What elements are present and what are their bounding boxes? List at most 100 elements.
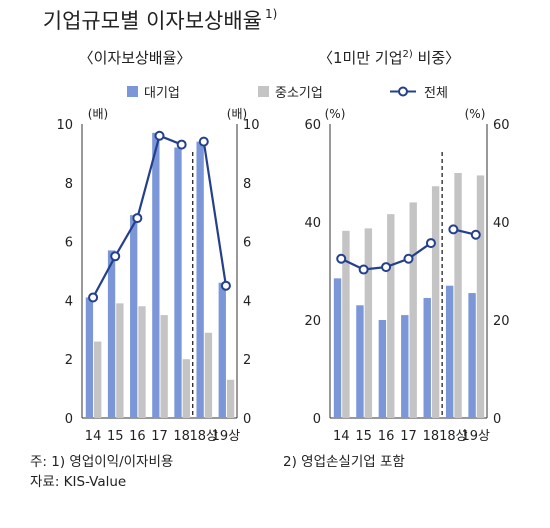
right-xtick: 16 bbox=[378, 429, 395, 444]
left-bar-sme bbox=[138, 306, 146, 418]
right-subtitle-footnote: 2) bbox=[403, 49, 413, 60]
left-point-all bbox=[132, 213, 143, 224]
legend-label-all: 전체 bbox=[424, 86, 448, 101]
right-point-all bbox=[403, 253, 414, 264]
legend-marker-all bbox=[398, 86, 408, 97]
right-xtick: 18 bbox=[423, 429, 440, 444]
left-xtick: 14 bbox=[85, 429, 102, 444]
right-unit-right: (%) bbox=[465, 107, 486, 121]
left-bar-sme bbox=[160, 315, 168, 418]
right-point-all bbox=[358, 264, 369, 275]
left-ytick-right: 10 bbox=[243, 118, 260, 133]
left-point-all bbox=[176, 139, 187, 150]
left-xtick: 17 bbox=[151, 429, 168, 444]
left-panel-subtitle: 〈이자보상배율〉 bbox=[79, 49, 192, 67]
right-ytick-right: 60 bbox=[493, 118, 510, 133]
note-line1a: 주: 1) 영업이익/이자비용 bbox=[30, 454, 173, 470]
right-ytick-left: 40 bbox=[304, 216, 321, 231]
left-bar-sme bbox=[226, 379, 235, 418]
right-bar-large bbox=[356, 305, 364, 418]
right-ytick-right: 20 bbox=[493, 314, 510, 329]
left-ytick-left: 10 bbox=[56, 118, 73, 133]
right-ytick-left: 60 bbox=[304, 118, 321, 133]
right-bar-sme bbox=[342, 230, 350, 418]
right-point-all bbox=[425, 238, 436, 249]
right-bar-large bbox=[445, 285, 454, 418]
right-point-all bbox=[336, 253, 347, 264]
left-xtick: 15 bbox=[107, 429, 124, 444]
legend-label-sme: 중소기업 bbox=[275, 86, 323, 101]
right-point-all bbox=[470, 229, 481, 240]
right-bar-large bbox=[333, 278, 342, 418]
legend-swatch-sme bbox=[258, 86, 269, 97]
left-bar-large bbox=[218, 282, 226, 418]
left-ytick-right: 6 bbox=[243, 236, 251, 251]
left-ytick-left: 2 bbox=[65, 353, 73, 368]
left-bar-sme bbox=[204, 332, 213, 418]
left-point-all bbox=[110, 251, 121, 262]
right-ytick-right: 40 bbox=[493, 216, 510, 231]
chart-title: 기업규모별 이자보상배율 bbox=[43, 9, 262, 33]
right-bar-large bbox=[468, 293, 476, 418]
left-ytick-right: 4 bbox=[243, 294, 251, 309]
left-point-all bbox=[198, 136, 209, 147]
left-unit-left: (배) bbox=[88, 107, 108, 121]
left-xtick: 18상 bbox=[190, 429, 219, 444]
left-point-all bbox=[154, 130, 165, 141]
right-bar-large bbox=[378, 320, 387, 418]
left-ytick-right: 8 bbox=[243, 177, 251, 192]
left-bar-sme bbox=[182, 359, 190, 418]
left-ytick-left: 0 bbox=[65, 412, 73, 427]
left-bar-large bbox=[196, 141, 204, 418]
right-bar-large bbox=[423, 297, 431, 418]
right-xtick: 19상 bbox=[462, 429, 491, 444]
left-xtick: 18 bbox=[173, 429, 190, 444]
left-bar-large bbox=[130, 215, 138, 418]
left-xtick: 16 bbox=[129, 429, 146, 444]
right-bar-sme bbox=[454, 173, 462, 418]
right-xtick: 18상 bbox=[439, 429, 468, 444]
right-bar-sme bbox=[364, 228, 373, 418]
right-ytick-left: 20 bbox=[304, 314, 321, 329]
right-bar-sme bbox=[409, 202, 417, 418]
left-unit-right: (배) bbox=[227, 107, 247, 121]
right-bar-sme bbox=[431, 186, 440, 418]
left-bar-sme bbox=[94, 341, 102, 418]
left-line-all bbox=[202, 141, 228, 286]
left-bar-large bbox=[85, 297, 94, 418]
left-point-all bbox=[88, 292, 99, 303]
right-xtick: 17 bbox=[400, 429, 417, 444]
left-ytick-left: 4 bbox=[65, 294, 73, 309]
right-bar-sme bbox=[387, 214, 395, 418]
legend-swatch-large bbox=[127, 86, 138, 97]
right-subtitle-part2: 비중〉 bbox=[413, 49, 460, 67]
legend-label-large: 대기업 bbox=[144, 86, 180, 101]
left-point-all bbox=[220, 280, 231, 291]
right-ytick-left: 0 bbox=[313, 412, 321, 427]
right-xtick: 15 bbox=[355, 429, 372, 444]
legend: 대기업 중소기업 전체 bbox=[127, 86, 448, 101]
right-bar-sme bbox=[476, 175, 485, 418]
left-ytick-left: 8 bbox=[65, 177, 73, 192]
left-ytick-right: 0 bbox=[243, 412, 251, 427]
left-xtick: 19상 bbox=[212, 429, 241, 444]
chart-title-footnote: 1) bbox=[265, 7, 277, 21]
note-line2: 자료: KIS-Value bbox=[30, 474, 126, 490]
left-ytick-left: 6 bbox=[65, 236, 73, 251]
right-point-all bbox=[448, 224, 459, 235]
left-bar-sme bbox=[116, 303, 124, 418]
right-ytick-right: 0 bbox=[493, 412, 501, 427]
left-ytick-right: 2 bbox=[243, 353, 251, 368]
note-line1b: 2) 영업손실기업 포함 bbox=[283, 454, 405, 470]
right-point-all bbox=[381, 262, 392, 273]
left-bar-large bbox=[107, 250, 116, 418]
right-xtick: 14 bbox=[333, 429, 350, 444]
right-bar-large bbox=[401, 315, 409, 418]
right-panel-subtitle: 〈1미만 기업2) 비중〉 bbox=[318, 49, 460, 67]
right-subtitle-part1: 〈1미만 기업 bbox=[318, 49, 403, 67]
